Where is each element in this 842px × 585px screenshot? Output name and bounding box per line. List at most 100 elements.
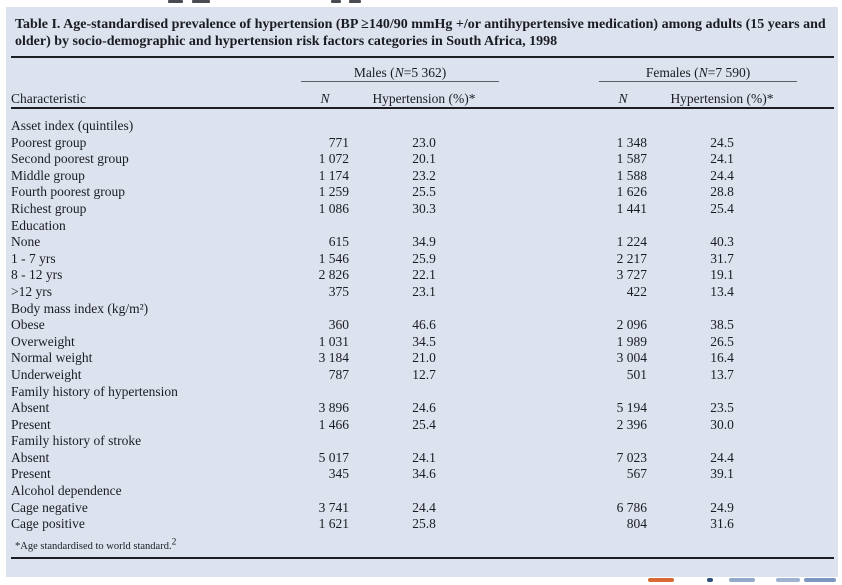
females-n-value: 2 217 [616,250,647,266]
table-row: None 615 34.9 1 224 40.3 [11,234,834,251]
males-hypertension-value: 12.7 [412,366,436,382]
females-group-header: Females (N=7 590) [599,58,797,82]
cropped-logo-fragment [648,578,674,582]
table-row: Obese 360 46.6 2 096 38.5 [11,317,834,334]
males-hypertension-value: 25.9 [412,250,436,266]
row-label: Normal weight [11,350,93,366]
spacer-cell [797,317,834,334]
spacer-cell [797,151,834,168]
males-n-value: 1 621 [318,516,349,532]
females-hypertension-value: 31.6 [710,516,734,532]
males-hypertension-value: 21.0 [412,350,436,366]
section-header-row: Education [11,218,834,235]
males-n-value: 2 826 [318,267,349,283]
females-n-value: 5 194 [616,400,647,416]
females-n-value: 2 396 [616,416,647,432]
table-panel: Table I. Age-standardised prevalence of … [6,7,838,577]
spacer-cell [797,267,834,284]
spacer-cell [797,234,834,251]
males-n-symbol: N [394,65,404,80]
row-label: Second poorest group [11,151,129,167]
section-label: Education [11,217,66,233]
males-hypertension-value: 34.9 [412,234,436,250]
cropped-logo-fragment [729,578,755,582]
spacer-cell [797,417,834,434]
table-row: Fourth poorest group 1 259 25.5 1 626 28.8 [11,184,834,201]
females-n-value: 1 224 [616,234,647,250]
males-hypertension-value: 25.5 [412,184,436,200]
table-row: Absent 5 017 24.1 7 023 24.4 [11,450,834,467]
females-hypertension-value: 30.0 [710,416,734,432]
males-hypertension-value: 34.5 [412,333,436,349]
table-row: 8 - 12 yrs 2 826 22.1 3 727 19.1 [11,267,834,284]
spacer-cell [797,516,834,533]
cropped-text-fragment [331,0,341,3]
females-n-value: 1 441 [616,200,647,216]
section-label: Family history of hypertension [11,383,178,399]
females-n-value: 1 587 [616,151,647,167]
cropped-logo-fragment [707,578,713,582]
spacer-cell [499,400,599,417]
characteristic-header: Characteristic [11,81,301,109]
section-header-row: Alcohol dependence [11,483,834,500]
males-n-header: N [301,81,349,109]
row-label: 8 - 12 yrs [11,267,63,283]
spacer-cell [499,184,599,201]
spacer-cell [797,367,834,384]
spacer-cell [797,500,834,517]
males-n-value: 771 [328,134,349,150]
males-hypertension-value: 46.6 [412,317,436,333]
table-row: Absent 3 896 24.6 5 194 23.5 [11,400,834,417]
females-hypertension-header: Hypertension (%)* [647,81,797,109]
spacer-cell [499,350,599,367]
females-n-value: 567 [626,466,647,482]
table-body: Asset index (quintiles) Poorest group 771 2… [11,108,834,533]
spacer-cell [797,184,834,201]
males-n-value: 375 [328,283,349,299]
spacer-cell [499,135,599,152]
spacer-cell [499,417,599,434]
females-hypertension-value: 28.8 [710,184,734,200]
row-label: Present [11,466,51,482]
row-label: Present [11,416,51,432]
males-n-value: 5 017 [318,449,349,465]
females-n-value: 422 [626,283,647,299]
males-hypertension-value: 20.1 [412,151,436,167]
spacer-cell [499,168,599,185]
females-n-value: 1 588 [616,167,647,183]
males-n-value: 787 [328,366,349,382]
spacer-cell [797,135,834,152]
section-label: Asset index (quintiles) [11,118,134,133]
spacer-cell [797,201,834,218]
spacer-cell [499,267,599,284]
cropped-logo-fragment [804,578,836,582]
males-n-value: 1 466 [318,416,349,432]
males-group-header: Males (N=5 362) [301,58,499,82]
females-n-value: 1 348 [616,134,647,150]
row-label: Obese [11,317,45,333]
table-row: Present 1 466 25.4 2 396 30.0 [11,417,834,434]
spacer-cell [797,284,834,301]
table-row: 1 - 7 yrs 1 546 25.9 2 217 31.7 [11,251,834,268]
males-hypertension-value: 30.3 [412,200,436,216]
females-hypertension-value: 24.5 [710,134,734,150]
row-label: Middle group [11,167,85,183]
females-hypertension-value: 31.7 [710,250,734,266]
table-row: Cage positive 1 621 25.8 804 31.6 [11,516,834,533]
section-label: Family history of stroke [11,433,142,449]
females-hypertension-value: 24.4 [710,449,734,465]
males-hypertension-value: 23.1 [412,283,436,299]
spacer-cell [499,251,599,268]
males-n-value: 3 184 [318,350,349,366]
cropped-text-fragment [168,0,183,3]
bottom-rule [11,556,834,559]
table-row: Underweight 787 12.7 501 13.7 [11,367,834,384]
row-label: 1 - 7 yrs [11,250,56,266]
row-label: Absent [11,449,50,465]
spacer-cell [499,516,599,533]
section-header-row: Asset index (quintiles) [11,108,834,135]
column-group-row: Males (N=5 362) Females (N=7 590) [11,58,834,82]
females-n-value: 3 004 [616,350,647,366]
males-n-value: 3 741 [318,499,349,515]
row-label: Poorest group [11,134,87,150]
